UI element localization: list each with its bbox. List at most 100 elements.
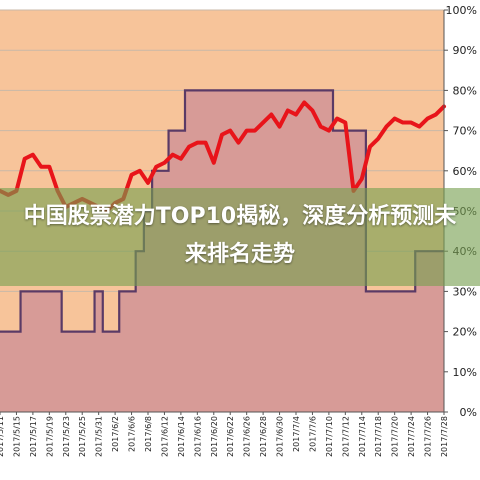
x-tick-label: 2017/5/17	[29, 416, 38, 457]
line-point	[360, 177, 364, 181]
area-point	[213, 89, 215, 91]
y-tick-label: 30%	[453, 285, 477, 298]
x-tick-label: 2017/7/10	[325, 416, 334, 457]
line-point	[294, 112, 298, 117]
area-point	[98, 290, 100, 292]
x-tick-label: 2017/5/25	[78, 416, 87, 457]
area-point	[402, 290, 404, 292]
x-tick-label: 2017/6/22	[226, 416, 235, 457]
line-point	[162, 161, 167, 165]
x-tick-label: 2017/6/20	[210, 416, 219, 457]
line-point	[302, 100, 306, 105]
area-point	[56, 290, 59, 292]
area-point	[221, 89, 223, 91]
area-point	[270, 89, 272, 91]
line-point	[253, 129, 257, 133]
x-tick-label: 2017/6/2	[111, 416, 120, 452]
line-point	[47, 165, 51, 169]
area-point	[65, 331, 67, 333]
area-point	[361, 130, 363, 132]
line-point	[212, 161, 216, 165]
x-tick-label: 2017/6/8	[144, 416, 153, 452]
line-point	[393, 116, 397, 121]
area-point	[369, 290, 371, 292]
area-point	[81, 331, 83, 333]
x-tick-label: 2017/6/26	[243, 416, 252, 457]
line-point	[409, 120, 413, 125]
line-point	[179, 157, 183, 161]
area-point	[48, 290, 50, 292]
area-point	[377, 290, 379, 292]
area-point	[328, 89, 330, 91]
line-point	[236, 141, 241, 145]
y-tick-label: 100%	[446, 4, 477, 17]
y-tick-label: 60%	[453, 165, 477, 178]
line-point	[434, 112, 438, 117]
area-point	[237, 89, 240, 91]
area-point	[130, 290, 133, 292]
y-tick-label: 90%	[453, 44, 477, 57]
line-point	[187, 145, 191, 149]
x-tick-label: 2017/6/30	[276, 416, 285, 457]
x-tick-label: 2017/7/6	[308, 416, 317, 452]
area-point	[163, 170, 166, 172]
area-point	[32, 290, 34, 292]
y-tick-label: 0%	[460, 406, 477, 419]
area-point	[352, 130, 355, 132]
headline-title: 中国股票潜力TOP10揭秘，深度分析预测未来排名走势	[23, 204, 457, 267]
x-tick-label: 2017/5/23	[62, 416, 71, 457]
line-point	[368, 145, 372, 149]
x-tick-label: 2017/7/28	[440, 416, 449, 457]
y-tick-label: 80%	[453, 84, 477, 97]
x-tick-label: 2017/5/15	[12, 416, 21, 457]
line-point	[245, 129, 249, 133]
line-point	[425, 116, 430, 121]
line-point	[277, 124, 282, 129]
area-point	[7, 331, 9, 333]
area-point	[278, 89, 281, 91]
area-point	[410, 290, 412, 292]
x-tick-label: 2017/7/26	[424, 416, 433, 457]
area-point	[262, 89, 264, 91]
x-tick-label: 2017/5/19	[45, 416, 54, 457]
line-point	[335, 116, 339, 121]
line-point	[31, 153, 35, 157]
x-tick-label: 2017/7/18	[374, 416, 383, 457]
area-point	[106, 331, 108, 333]
area-point	[73, 331, 75, 333]
area-point	[385, 290, 388, 292]
x-tick-label: 2017/6/14	[177, 416, 186, 457]
line-point	[384, 124, 389, 129]
area-point	[229, 89, 231, 91]
line-point	[129, 173, 134, 177]
area-point	[254, 89, 256, 91]
line-point	[146, 181, 150, 185]
line-point	[220, 133, 224, 137]
line-point	[376, 137, 380, 141]
area-point	[114, 331, 116, 333]
area-point	[246, 89, 248, 91]
line-point	[261, 120, 265, 125]
x-tick-label: 2017/6/16	[193, 416, 202, 457]
line-point	[319, 124, 323, 129]
x-tick-label: 2017/7/14	[358, 416, 367, 457]
area-point	[287, 89, 289, 91]
area-point	[89, 331, 92, 333]
line-point	[310, 108, 315, 113]
line-point	[343, 120, 347, 125]
x-tick-labels: 2017/5/11 2017/5/15 2017/5/17 2017/5/19 2017…	[0, 412, 449, 457]
y-tick-label: 20%	[453, 326, 477, 339]
x-tick-label: 2017/5/31	[95, 416, 104, 457]
area-point	[188, 89, 190, 91]
x-tick-label: 2017/7/20	[391, 416, 400, 457]
line-point	[327, 129, 331, 133]
area-point	[40, 290, 42, 292]
headline-banner	[0, 188, 480, 286]
x-tick-label: 2017/7/12	[341, 416, 350, 457]
line-point	[138, 169, 142, 173]
area-point	[204, 89, 207, 91]
x-tick-label: 2017/6/28	[259, 416, 268, 457]
area-point	[180, 130, 182, 132]
line-point	[171, 153, 175, 157]
line-point	[228, 129, 232, 133]
